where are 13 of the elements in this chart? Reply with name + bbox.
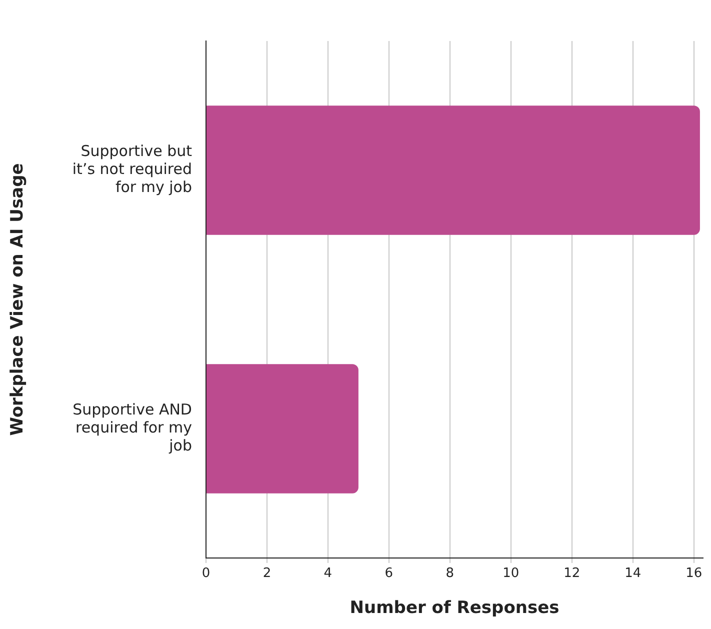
x-tick-label: 0: [202, 566, 210, 582]
y-tick-label: Supportive but it’s not required for my job: [72, 142, 192, 196]
x-tick-label: 10: [502, 566, 520, 582]
x-tick-label: 8: [446, 566, 454, 582]
x-tick-label: 4: [324, 566, 332, 582]
x-tick-label: 12: [564, 566, 580, 582]
x-tick-label: 6: [384, 566, 394, 582]
x-tick-label: 16: [686, 566, 702, 582]
x-axis-title: Number of Responses: [350, 598, 560, 618]
x-tick-label: 14: [624, 566, 642, 582]
y-tick-label: Supportive AND required for my job: [72, 400, 192, 455]
x-tick-label: 2: [262, 566, 272, 582]
y-axis-title: Workplace View on AI Usage: [8, 163, 28, 436]
